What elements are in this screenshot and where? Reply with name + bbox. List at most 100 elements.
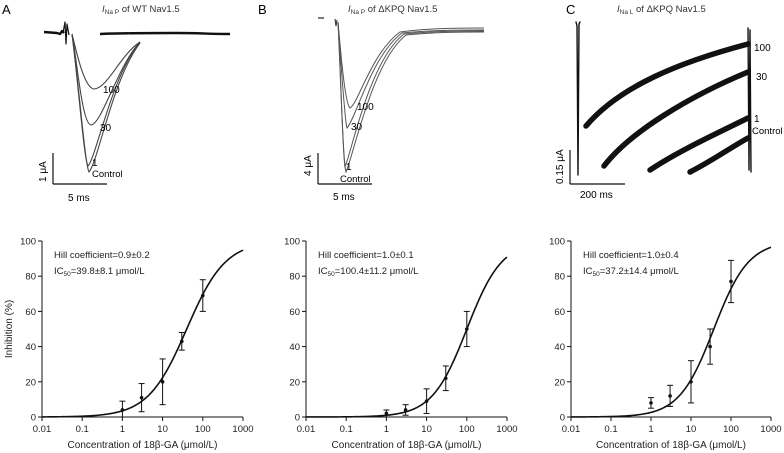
panel-b-scale-bar	[317, 153, 372, 185]
panel-a-traces: A INa P of WT Nav1.5 100 30 1 Control 1 …	[2, 2, 231, 204]
x-tick-label: 1000	[232, 424, 253, 435]
data-point	[689, 380, 693, 384]
x-tick-label: 0.01	[562, 424, 581, 435]
trace-c-1	[647, 115, 751, 173]
y-tick-label: 0	[295, 413, 300, 424]
x-tick-label: 1000	[760, 424, 781, 435]
trace-a-100	[71, 33, 141, 90]
hill-fit-curve	[41, 249, 244, 418]
data-point	[120, 408, 125, 412]
x-axis-label: Concentration of 18β-GA (μmol/L)	[68, 440, 218, 451]
x-tick-label: 1000	[496, 424, 517, 435]
data-point	[160, 380, 165, 384]
trace-c-30	[601, 69, 751, 169]
y-tick-label: 20	[25, 377, 36, 388]
data-point	[729, 279, 733, 284]
panel-a-sweeps	[43, 21, 231, 173]
trace-a-baseline	[43, 29, 231, 36]
x-tick-label: 1	[648, 424, 653, 435]
data-point	[465, 327, 469, 331]
hill-fit-curve	[306, 256, 508, 418]
trace-label-b-1: 1	[346, 162, 352, 173]
trace-label-b-30: 30	[351, 122, 363, 133]
scale-y-a: 1 μA	[38, 161, 49, 182]
hill-coefficient-label: Hill coefficient=0.9±0.2	[54, 250, 150, 261]
trace-label-a-1: 1	[92, 158, 98, 169]
x-axis-label: Concentration of 18β-GA (μmol/L)	[332, 440, 482, 451]
panel-b-traces: B INa P of ΔKPQ Nav1.5 100 30 1 Control …	[258, 2, 485, 203]
panel-b-letter: B	[258, 2, 267, 17]
trace-c-100	[583, 41, 751, 129]
trace-b-artifact	[334, 18, 338, 27]
panel-c-scale-bar	[569, 150, 625, 185]
data-point	[424, 399, 429, 403]
panel-c-letter: C	[566, 2, 575, 17]
x-tick-label: 0.01	[33, 424, 52, 435]
x-tick-label: 1	[384, 424, 389, 435]
scale-x-c: 200 ms	[580, 190, 613, 201]
x-tick-label: 100	[459, 424, 475, 435]
scale-y-c: 0.15 μA	[555, 149, 566, 184]
x-tick-label: 100	[195, 424, 211, 435]
x-tick-label: 10	[421, 424, 432, 435]
trace-label-b-control: Control	[340, 174, 371, 185]
panel-c-sweeps	[575, 21, 752, 176]
trace-c-transient	[575, 21, 581, 176]
trace-b-100	[337, 21, 485, 109]
data-point	[443, 376, 448, 381]
x-tick-label: 10	[157, 424, 168, 435]
data-point	[708, 344, 712, 349]
trace-label-c-1: 1	[754, 114, 760, 125]
trace-label-a-30: 30	[100, 123, 112, 134]
panel-b-title: INa P of ΔKPQ Nav1.5	[348, 4, 437, 16]
y-tick-label: 60	[25, 307, 36, 318]
scale-x-b: 5 ms	[333, 192, 355, 203]
panel-b-sweeps	[318, 17, 485, 174]
ic50-label: IC50=39.8±8.1 μmol/L	[54, 266, 145, 278]
data-point	[139, 395, 144, 400]
y-tick-label: 100	[549, 237, 565, 248]
x-axis-label: Concentration of 18β-GA (μmol/L)	[596, 440, 746, 451]
dose-response-chart-2: 0 20 40 60 80 100 0.01 0.1 1 10 100 1000 Concentrati…	[284, 237, 517, 452]
panel-a-scale-bar	[52, 153, 107, 185]
scale-y-b: 4 μA	[303, 155, 314, 176]
y-tick-label: 80	[289, 272, 300, 283]
trace-label-c-100: 100	[754, 43, 771, 54]
panel-c-title: INa L of ΔKPQ Nav1.5	[617, 4, 706, 16]
trace-c-control	[687, 135, 751, 175]
trace-label-a-control: Control	[92, 169, 123, 180]
y-tick-label: 0	[31, 413, 36, 424]
x-tick-label: 0.1	[604, 424, 617, 435]
y-tick-label: 0	[560, 413, 565, 424]
hill-coefficient-label: Hill coefficient=1.0±0.1	[318, 250, 414, 261]
data-point	[384, 411, 389, 416]
x-tick-label: 0.1	[340, 424, 353, 435]
y-tick-label: 20	[554, 377, 565, 388]
hill-fit-curve	[571, 246, 772, 418]
trace-b-30	[337, 21, 485, 129]
y-tick-label: 40	[554, 342, 565, 353]
x-tick-label: 10	[686, 424, 697, 435]
y-tick-label: 20	[289, 377, 300, 388]
trace-a-control	[71, 33, 141, 173]
data-point	[668, 394, 672, 398]
y-tick-label: 40	[289, 342, 300, 353]
x-tick-label: 0.1	[76, 424, 89, 435]
trace-c-tail	[747, 27, 752, 173]
panel-a-letter: A	[2, 2, 11, 17]
y-tick-label: 80	[554, 272, 565, 283]
data-point	[179, 339, 184, 344]
trace-label-a-100: 100	[103, 85, 120, 96]
panel-a-title: INa P of WT Nav1.5	[102, 4, 180, 16]
scale-x-a: 5 ms	[68, 193, 90, 204]
trace-label-b-100: 100	[357, 102, 374, 113]
hill-coefficient-label: Hill coefficient=1.0±0.4	[583, 250, 679, 261]
panel-c-traces: C INa L of ΔKPQ Nav1.5 100 30 1 Control …	[555, 2, 783, 201]
x-tick-label: 0.01	[297, 424, 316, 435]
trace-a-spike	[62, 21, 70, 45]
y-tick-label: 60	[289, 307, 300, 318]
dose-response-chart-1: 0 20 40 60 80 100 0.01 0.1 1 10 100 1000 Concentrati…	[4, 237, 254, 452]
ic50-label: IC50=37.2±14.4 μmol/L	[583, 266, 679, 278]
trace-b-control	[337, 21, 485, 174]
